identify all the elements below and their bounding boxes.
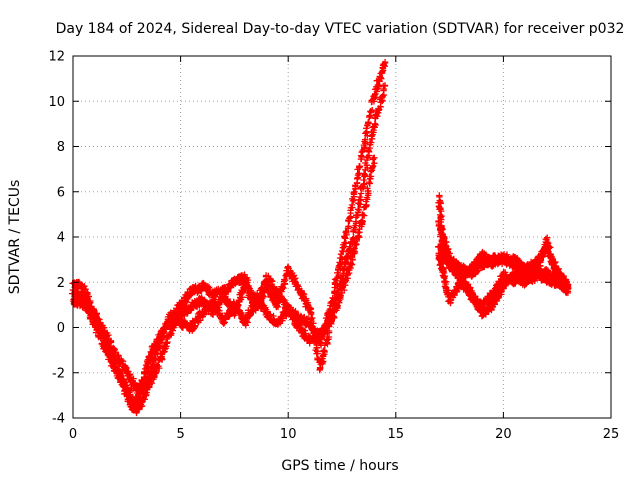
x-tick-label: 5 [176, 427, 184, 442]
marker-group [70, 82, 389, 397]
y-tick-label: 6 [57, 185, 65, 200]
y-tick-label: 8 [57, 140, 65, 155]
axis-layer: 0 5 10 15 20 25 -4 -2 0 2 4 6 8 10 12 [48, 50, 619, 443]
chart-title: Day 184 of 2024, Sidereal Day-to-day VTE… [56, 21, 625, 37]
x-tick-label: 0 [69, 427, 77, 442]
y-tick-label: 10 [48, 95, 65, 110]
series-trace-b [70, 82, 389, 397]
y-tick-label: 0 [57, 321, 65, 336]
series-trace-c [69, 154, 378, 417]
x-tick-label: 25 [603, 427, 620, 442]
y-tick-label: 12 [48, 50, 65, 65]
y-axis-label: SDTVAR / TECUs [7, 180, 23, 295]
y-tick-label: 2 [57, 276, 65, 291]
marker-group [69, 154, 378, 417]
marker-group [435, 242, 572, 314]
y-tick-label: -4 [52, 412, 65, 427]
y-tick-label: 4 [57, 231, 65, 246]
x-tick-label: 10 [280, 427, 297, 442]
x-axis-label: GPS time / hours [281, 458, 398, 474]
y-tick-label: -2 [52, 366, 65, 381]
x-tick-label: 20 [495, 427, 512, 442]
x-tick-label: 15 [388, 427, 405, 442]
series-trace-g [435, 242, 572, 314]
marks-layer [69, 59, 572, 417]
